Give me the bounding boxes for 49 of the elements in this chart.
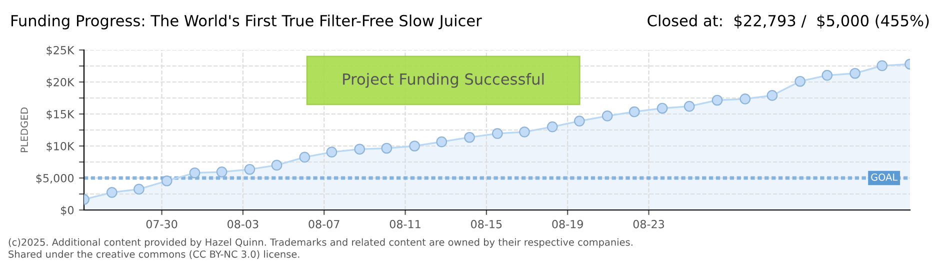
point xyxy=(492,128,503,139)
point xyxy=(134,184,144,195)
point xyxy=(656,102,668,114)
point xyxy=(244,164,256,175)
x-tick-label: 08-03 xyxy=(228,220,258,228)
point xyxy=(876,60,888,72)
ref-line-label: GOAL xyxy=(871,173,898,181)
point xyxy=(684,100,695,112)
point xyxy=(161,175,172,186)
text: Shared under the creative commons (CC BY-NC 3.0) license. xyxy=(8,250,300,259)
point xyxy=(189,167,200,178)
point xyxy=(628,106,640,118)
point xyxy=(712,94,723,106)
x-tick-label: 08-07 xyxy=(308,220,340,228)
x-tick-label: 07-30 xyxy=(146,220,178,228)
x-tick-label: 08-11 xyxy=(390,220,420,228)
point xyxy=(766,90,778,101)
point xyxy=(326,146,338,158)
point xyxy=(794,76,806,87)
point xyxy=(106,186,118,198)
point xyxy=(354,144,366,155)
annotation: Project Funding Successful xyxy=(343,73,544,88)
chart-title: Funding Progress: The World's First True Filter-Free Slow Juicer xyxy=(12,14,482,30)
point xyxy=(216,166,228,178)
point xyxy=(546,121,558,132)
x-tick-label: 08-19 xyxy=(552,220,583,228)
point xyxy=(740,94,751,104)
y-tick-label: $10K xyxy=(46,142,75,152)
point xyxy=(299,152,310,163)
point xyxy=(381,142,392,154)
point xyxy=(850,68,860,79)
chart-subtitle: Closed at: $22,793 / $5,000 (455%) xyxy=(648,14,929,28)
y-axis-title: PLEDGED xyxy=(20,108,28,152)
y-tick-label: $0 xyxy=(61,206,74,216)
point xyxy=(464,132,475,143)
y-tick-label: $20K xyxy=(46,78,75,88)
text: (c)2025. Additional content provided by Hazel Quinn. Trademarks and related content are owned by their respective companies. xyxy=(8,238,632,248)
x-tick-label: 08-15 xyxy=(471,220,502,228)
point xyxy=(519,126,530,138)
point xyxy=(436,136,448,148)
point xyxy=(271,160,282,171)
y-tick-label: $25K xyxy=(46,46,75,56)
y-tick-label: $5,000 xyxy=(36,174,74,184)
point xyxy=(574,116,585,126)
point xyxy=(602,110,613,122)
point xyxy=(409,140,420,152)
point xyxy=(822,70,833,81)
x-tick-label: 08-23 xyxy=(633,220,664,228)
y-tick-label: $15K xyxy=(46,110,75,120)
